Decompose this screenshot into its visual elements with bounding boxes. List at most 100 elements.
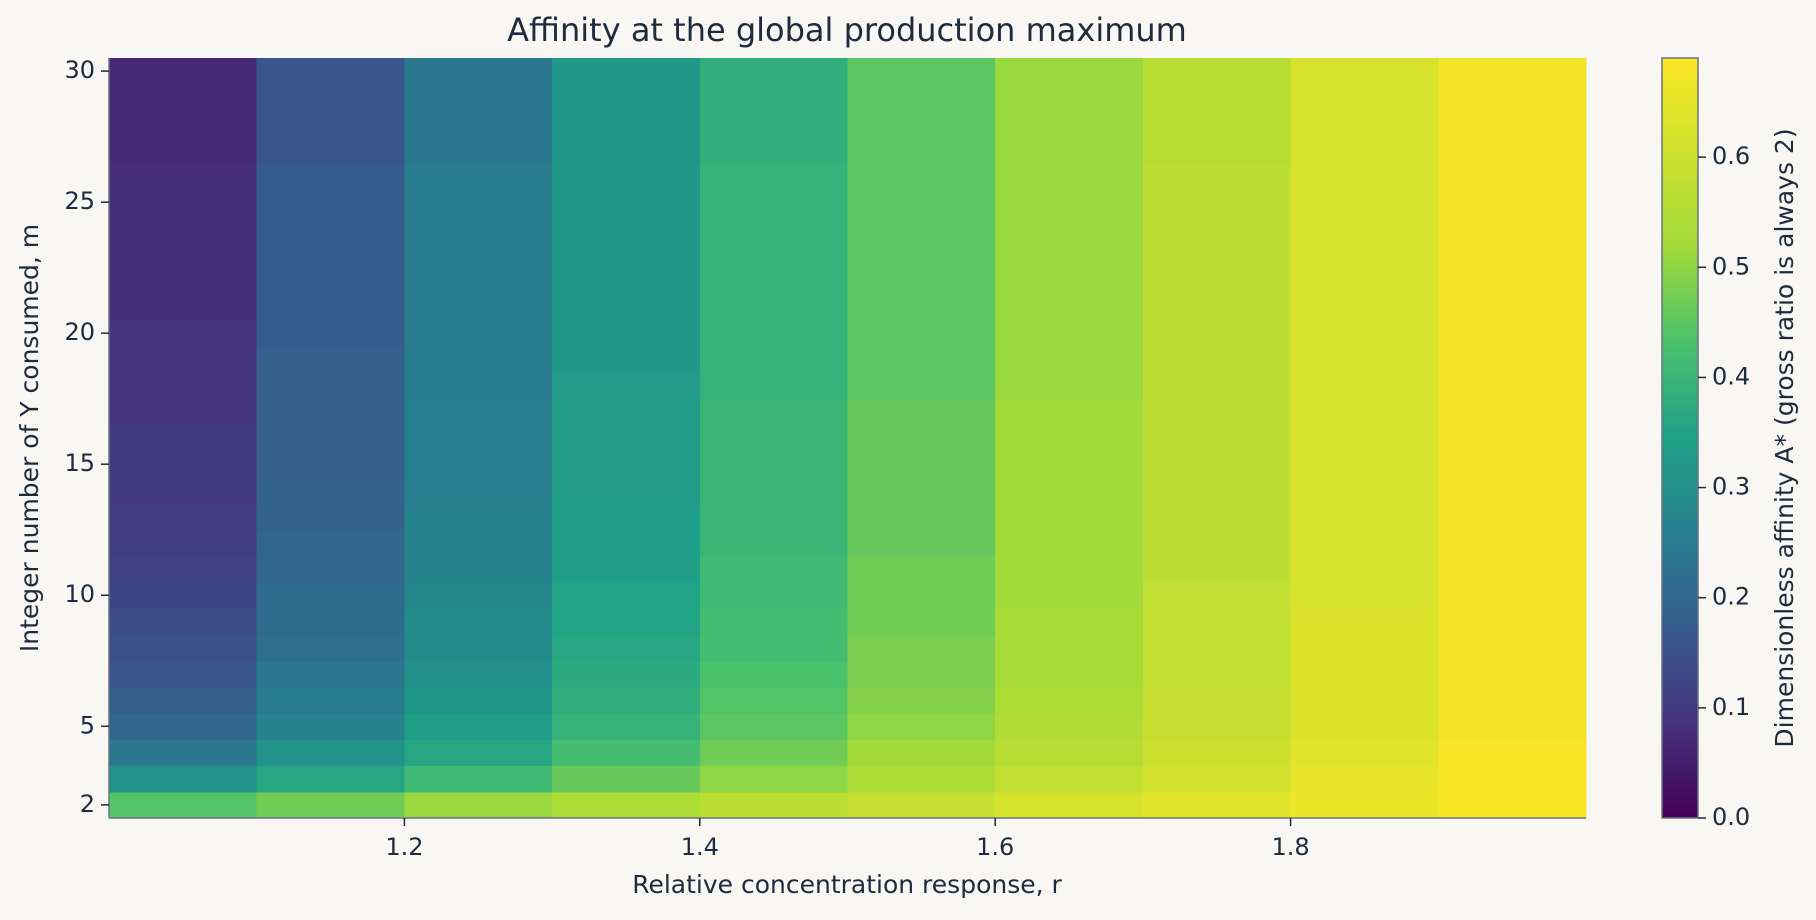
heatmap-cell [1290, 739, 1439, 767]
heatmap-cell [847, 660, 996, 688]
heatmap-cell [109, 529, 258, 557]
heatmap-cell [995, 372, 1144, 400]
chart-title: Affinity at the global production maximu… [507, 11, 1187, 49]
heatmap-cell [995, 110, 1144, 138]
heatmap-cell [847, 451, 996, 478]
heatmap-cell [1438, 713, 1587, 740]
heatmap-cell [1290, 424, 1439, 452]
heatmap-cell [1142, 608, 1292, 636]
heatmap-cell [109, 241, 258, 269]
heatmap-cell [1438, 582, 1587, 609]
heatmap-cell [109, 58, 258, 85]
heatmap-cell [1290, 136, 1439, 164]
heatmap-cell [552, 739, 701, 767]
heatmap-cell [404, 686, 553, 714]
heatmap-cell [1438, 241, 1587, 269]
heatmap-cell [699, 713, 849, 740]
heatmap-cell [1142, 372, 1292, 400]
heatmap-cell [1290, 713, 1439, 740]
y-tick-label: 15 [64, 449, 95, 477]
heatmap-cell [1142, 582, 1292, 609]
heatmap-cell [847, 84, 996, 112]
heatmap-cell [552, 189, 701, 216]
heatmap-cell [699, 136, 849, 164]
heatmap-cell [256, 608, 405, 636]
heatmap-cell [552, 582, 701, 609]
heatmap-cell [1142, 503, 1292, 531]
heatmap-cell [699, 477, 849, 505]
heatmap-cell [1290, 84, 1439, 112]
x-axis-label: Relative concentration response, r [632, 870, 1062, 899]
heatmap-cell [1142, 215, 1292, 243]
heatmap-cell [1290, 477, 1439, 505]
heatmap-cell [995, 686, 1144, 714]
y-tick-label: 5 [80, 711, 95, 739]
heatmap-cell [1438, 634, 1587, 662]
heatmap-cell [404, 84, 553, 112]
heatmap-cell [1438, 320, 1587, 347]
heatmap-cell [847, 765, 996, 793]
heatmap-cell [256, 372, 405, 400]
heatmap-cell [1290, 346, 1439, 374]
heatmap-cell [1438, 162, 1587, 190]
heatmap-cell [847, 582, 996, 609]
heatmap-cell [1290, 791, 1439, 819]
heatmap-cell [1290, 686, 1439, 714]
heatmap-cell [1142, 529, 1292, 557]
heatmap-cell [109, 686, 258, 714]
y-tick-label: 10 [64, 580, 95, 608]
heatmap-cell [1142, 660, 1292, 688]
heatmap-cell [109, 739, 258, 767]
heatmap-cell [1142, 477, 1292, 505]
heatmap-cell [552, 713, 701, 740]
heatmap-cell [552, 529, 701, 557]
heatmap-cell [1142, 713, 1292, 740]
heatmap-cell [1438, 739, 1587, 767]
heatmap-cell [1142, 739, 1292, 767]
heatmap-cell [109, 713, 258, 740]
heatmap-cell [256, 555, 405, 583]
heatmap-cell [256, 398, 405, 426]
heatmap-cell [404, 582, 553, 609]
heatmap-cell [1290, 372, 1439, 400]
heatmap-cell [1142, 320, 1292, 347]
heatmap-cell [995, 451, 1144, 478]
heatmap-cell [995, 84, 1144, 112]
heatmap-cell [995, 791, 1144, 819]
heatmap-cell [256, 503, 405, 531]
heatmap-cell [847, 555, 996, 583]
heatmap-cell [552, 293, 701, 321]
heatmap-cell [552, 660, 701, 688]
heatmap-cell [699, 293, 849, 321]
colorbar-tick-label: 0.3 [1712, 473, 1750, 501]
heatmap-cell [256, 58, 405, 85]
heatmap-cell [1438, 58, 1587, 85]
heatmap-cell [847, 608, 996, 636]
heatmap-cell [699, 608, 849, 636]
heatmap-cell [404, 320, 553, 347]
heatmap-cell [404, 346, 553, 374]
heatmap-cell [995, 215, 1144, 243]
heatmap-cell [1438, 765, 1587, 793]
heatmap-cell [256, 477, 405, 505]
heatmap-cell [1142, 189, 1292, 216]
heatmap-cell [256, 424, 405, 452]
heatmap-cell [995, 398, 1144, 426]
heatmap-cell [1290, 189, 1439, 216]
heatmap-cell [404, 477, 553, 505]
heatmap-cell [1438, 608, 1587, 636]
heatmap-cell [109, 634, 258, 662]
heatmap-cell [404, 267, 553, 295]
heatmap-cell [1142, 555, 1292, 583]
y-tick-label: 30 [64, 56, 95, 84]
heatmap-cell [995, 136, 1144, 164]
heatmap-cell [552, 267, 701, 295]
heatmap-cell [1290, 608, 1439, 636]
heatmap-cell [109, 372, 258, 400]
colorbar [1661, 57, 1699, 819]
heatmap-cell [404, 424, 553, 452]
heatmap-cell [995, 582, 1144, 609]
heatmap-cell [1438, 555, 1587, 583]
heatmap-cell [995, 346, 1144, 374]
heatmap-cell [847, 267, 996, 295]
